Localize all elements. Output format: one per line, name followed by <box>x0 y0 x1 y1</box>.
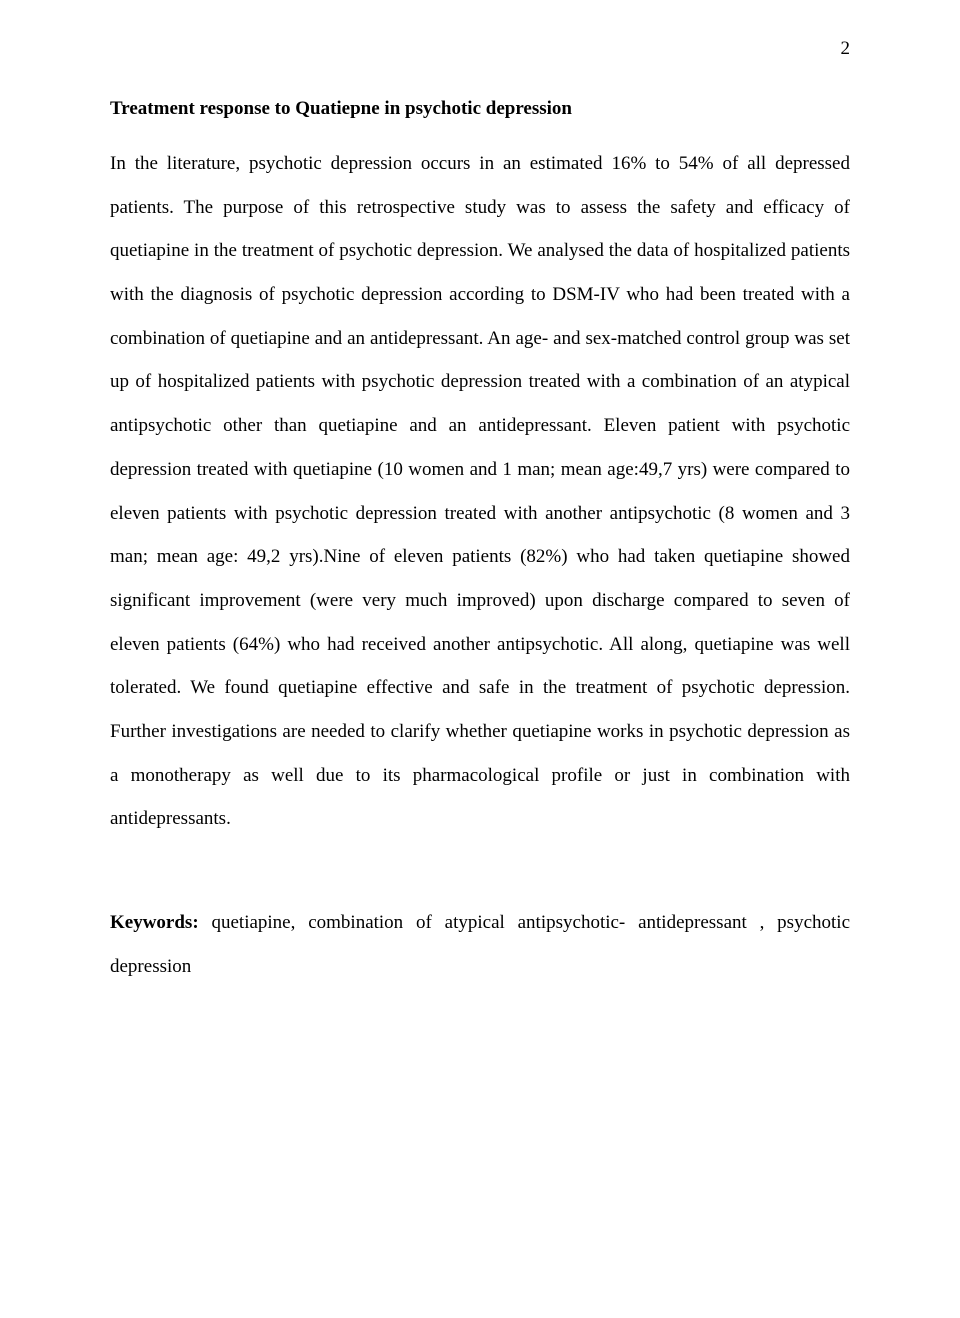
keywords-label: Keywords: <box>110 912 199 933</box>
page-number: 2 <box>110 38 850 60</box>
keywords-section: Keywords: quetiapine, combination of aty… <box>110 901 850 988</box>
abstract-text: In the literature, psychotic depression … <box>110 142 850 841</box>
article-title: Treatment response to Quatiepne in psych… <box>110 98 850 120</box>
keywords-text: quetiapine, combination of atypical anti… <box>110 912 850 977</box>
